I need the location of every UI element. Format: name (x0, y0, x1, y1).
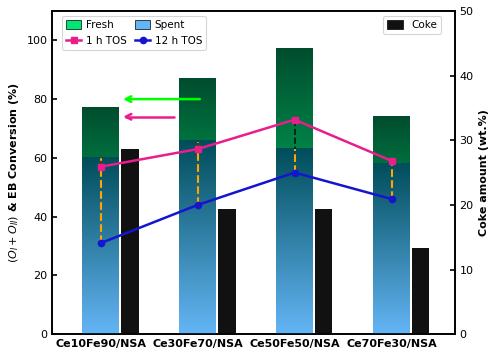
Bar (412, 248, 430, 334)
Legend: Coke: Coke (383, 16, 441, 35)
Bar (121, 150, 138, 334)
Bar (315, 209, 332, 334)
Y-axis label: $(O_I+O_{II})$ & EB Conversion (%): $(O_I+O_{II})$ & EB Conversion (%) (7, 82, 21, 263)
Bar (218, 209, 236, 334)
Y-axis label: Coke amount (wt.%): Coke amount (wt.%) (479, 109, 489, 236)
